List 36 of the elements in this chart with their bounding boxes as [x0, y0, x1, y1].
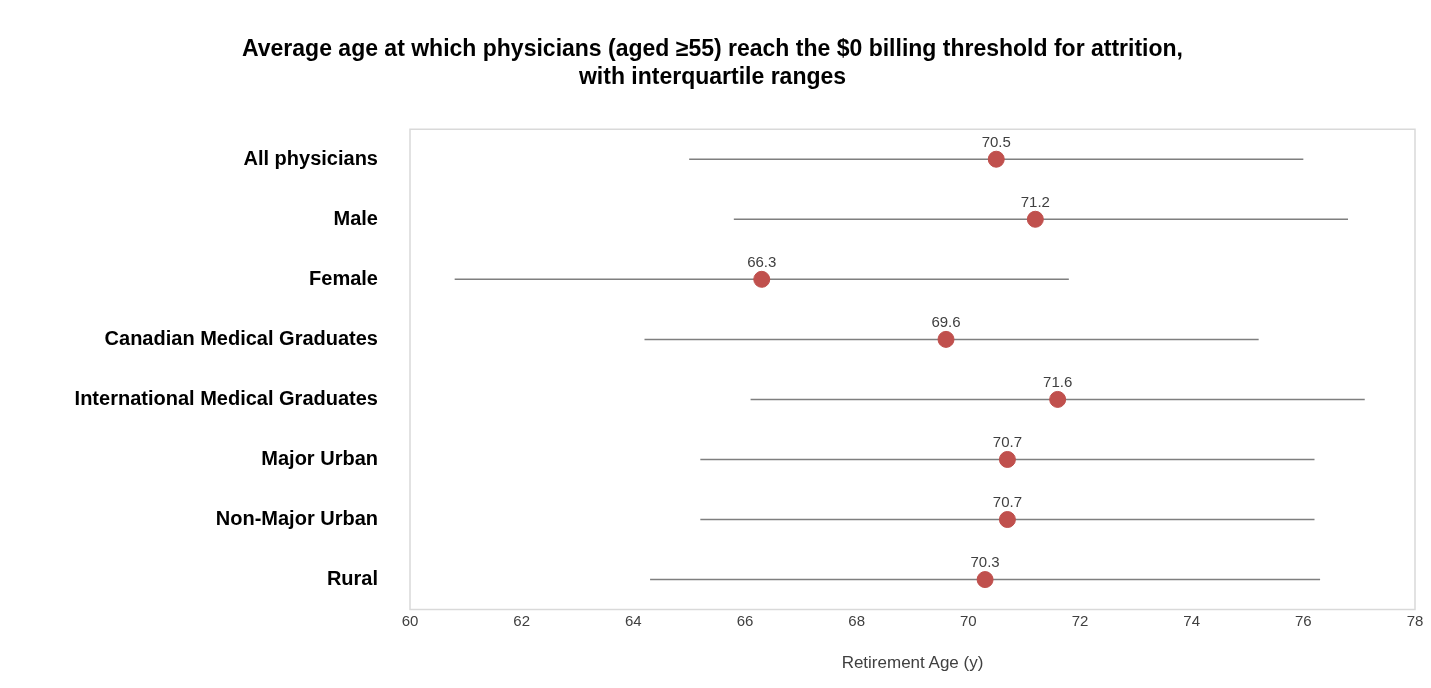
data-label: 70.3	[970, 553, 1000, 571]
y-tick-label: Non-Major Urban	[215, 507, 378, 530]
chart-title: Average age at which physicians (aged ≥55) reach the $0 billing threshold for attrition, with interquartile ranges	[242, 35, 1183, 89]
x-tick-label: 64	[624, 611, 642, 629]
data-label: 70.7	[992, 493, 1023, 511]
y-tick-label: Major Urban	[261, 446, 378, 469]
data-label: 70.5	[981, 132, 1011, 150]
data-label: 66.3	[747, 252, 777, 270]
y-tick-label: Canadian Medical Graduates	[104, 326, 378, 349]
x-tick-label: 70	[959, 611, 977, 629]
point	[1026, 210, 1044, 228]
y-tick-label: Male	[333, 206, 378, 229]
x-tick-label: 76	[1294, 611, 1312, 629]
data-label: 71.6	[1043, 373, 1073, 391]
x-tick-label: 78	[1406, 611, 1424, 629]
point	[998, 511, 1016, 529]
x-tick-label: 62	[513, 611, 531, 629]
x-tick-label: 60	[401, 611, 419, 629]
y-tick-label: Female	[309, 266, 378, 289]
y-tick-label: Rural	[326, 567, 378, 590]
x-tick-label: 72	[1071, 611, 1089, 629]
point	[937, 330, 955, 348]
x-axis-title: Retirement Age (y)	[841, 653, 984, 673]
y-tick-label: All physicians	[243, 146, 378, 169]
x-tick-label: 68	[848, 611, 866, 629]
point	[976, 571, 994, 589]
x-tick-label: 66	[736, 611, 754, 629]
data-label: 71.2	[1020, 192, 1050, 210]
point	[987, 150, 1005, 168]
y-tick-label: International Medical Graduates	[74, 386, 378, 409]
data-label: 70.7	[992, 433, 1023, 451]
point	[753, 270, 771, 288]
data-label: 69.6	[931, 313, 961, 331]
point	[1049, 390, 1067, 408]
point	[998, 450, 1016, 468]
x-tick-label: 74	[1183, 611, 1201, 629]
